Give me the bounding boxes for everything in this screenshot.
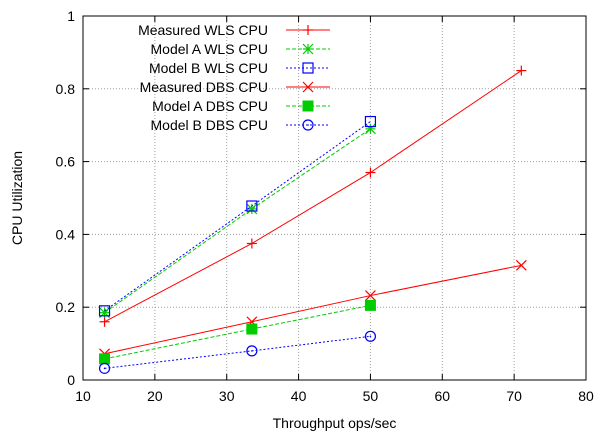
- series-model-b-wls-cpu: [98, 115, 377, 317]
- series-model-a-dbs-cpu: [99, 299, 376, 365]
- data-point: [246, 323, 258, 335]
- data-point: [516, 65, 527, 76]
- marker-shape: [302, 100, 314, 112]
- x-tick-label: 30: [219, 388, 235, 404]
- legend-marker: [302, 119, 314, 131]
- marker-shape: [98, 362, 111, 374]
- series-measured-dbs-cpu: [99, 259, 527, 360]
- marker-shape: [364, 115, 377, 128]
- series-line: [104, 304, 371, 360]
- y-tick-label: 0.2: [56, 299, 76, 315]
- data-point: [365, 290, 376, 301]
- data-point: [364, 299, 376, 311]
- marker-stroke: [246, 203, 258, 215]
- legend: Measured WLS CPU Model A WLS CPU Model B W…: [138, 22, 330, 133]
- marker-shape: [99, 353, 111, 365]
- x-axis-label: Throughput ops/sec: [273, 415, 397, 431]
- data-point: [98, 305, 111, 317]
- marker-dot: [251, 350, 253, 352]
- marker-dot: [307, 124, 309, 126]
- marker-stroke: [365, 123, 376, 135]
- legend-marker: [303, 25, 313, 35]
- series-model-b-dbs-cpu: [98, 330, 377, 374]
- marker-stroke: [365, 290, 376, 301]
- data-point: [365, 167, 376, 178]
- x-tick-label: 20: [147, 388, 163, 404]
- marker-stroke: [515, 259, 527, 271]
- marker-stroke: [302, 43, 314, 55]
- series-line: [104, 335, 371, 369]
- marker-shape: [246, 200, 258, 212]
- x-tick-label: 50: [363, 388, 379, 404]
- x-tick-label: 80: [578, 388, 594, 404]
- data-point: [515, 259, 527, 271]
- marker-shape: [364, 330, 377, 342]
- marker-shape: [302, 62, 314, 74]
- legend-label: Model B DBS CPU: [151, 117, 268, 133]
- data-point: [364, 115, 377, 128]
- series-layer: [98, 65, 527, 374]
- x-tick-label: 60: [434, 388, 450, 404]
- marker-shape: [246, 345, 258, 357]
- series-line: [104, 264, 522, 355]
- x-tick-label: 40: [291, 388, 307, 404]
- data-point: [364, 330, 377, 342]
- axis-ticks: 10 20 30 40 50 60 70 80 0 0.2 0.4 0.6 0.8 1: [56, 8, 594, 404]
- y-axis-label: CPU Utilization: [9, 151, 25, 245]
- y-tick-label: 0.8: [56, 81, 76, 97]
- legend-marker: [302, 62, 314, 74]
- legend-label: Model B WLS CPU: [149, 60, 268, 76]
- plot-frame: [82, 15, 587, 381]
- x-tick-label: 10: [75, 388, 91, 404]
- series-line: [104, 70, 522, 323]
- x-tick-label: 70: [506, 388, 522, 404]
- marker-shape: [364, 299, 376, 311]
- marker-shape: [98, 305, 111, 317]
- legend-label: Measured WLS CPU: [138, 22, 268, 38]
- marker-dot: [369, 335, 372, 338]
- legend-entry: Model A DBS CPU: [152, 98, 330, 114]
- marker-dot: [103, 367, 106, 370]
- data-point: [99, 353, 111, 365]
- data-point: [365, 123, 376, 135]
- data-point: [246, 345, 258, 357]
- plot-border: [82, 15, 587, 381]
- legend-label: Model A DBS CPU: [152, 98, 268, 114]
- y-tick-label: 0.4: [56, 226, 76, 242]
- legend-entry: Measured WLS CPU: [138, 22, 330, 38]
- data-point: [99, 316, 110, 327]
- legend-marker: [302, 43, 314, 55]
- series-line: [104, 128, 371, 314]
- legend-marker: [302, 100, 314, 112]
- legend-entry: Measured DBS CPU: [140, 79, 330, 95]
- legend-label: Measured DBS CPU: [140, 79, 268, 95]
- marker-stroke: [302, 81, 314, 93]
- data-point: [98, 362, 111, 374]
- y-tick-label: 0: [67, 372, 75, 388]
- data-point: [246, 238, 257, 249]
- marker-shape: [246, 323, 258, 335]
- legend-label: Model A WLS CPU: [151, 41, 269, 57]
- legend-entry: Model B WLS CPU: [149, 60, 330, 76]
- legend-marker: [302, 81, 314, 93]
- y-tick-label: 0.6: [56, 154, 76, 170]
- series-model-a-wls-cpu: [99, 123, 376, 319]
- marker-shape: [302, 119, 314, 131]
- legend-entry: Model B DBS CPU: [151, 117, 330, 133]
- data-point: [246, 200, 258, 212]
- y-tick-label: 1: [67, 8, 75, 24]
- series-line: [104, 121, 371, 312]
- legend-entry: Model A WLS CPU: [151, 41, 330, 57]
- series-measured-wls-cpu: [99, 65, 527, 327]
